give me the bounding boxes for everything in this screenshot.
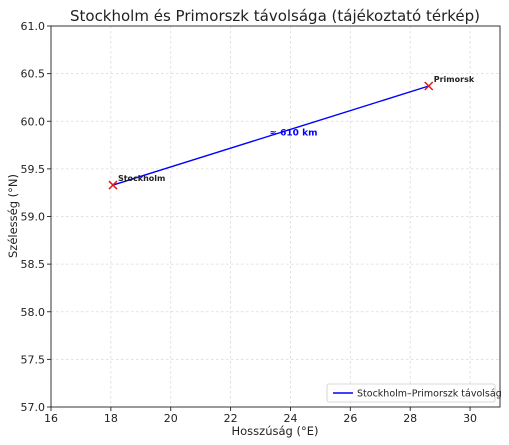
y-tick-label: 59.0	[21, 211, 46, 224]
series-layer	[112, 85, 429, 186]
y-tick-label: 60.0	[21, 115, 46, 128]
point-layer: Stockholm Primorsk ≈ 610 km	[108, 75, 475, 190]
point-label: Stockholm	[118, 174, 165, 183]
point-label: Primorsk	[434, 75, 475, 84]
axis-ticks: 16 18 20 22 24 26 28 30 57.0 57.5 58.0 58.5 59.0 59.5…	[21, 20, 478, 425]
legend: Stockholm–Primorszk távolság	[326, 383, 502, 403]
chart-title: Stockholm és Primorszk távolsága (tájéko…	[70, 7, 480, 25]
x-tick-label: 20	[164, 412, 178, 425]
point-marker	[108, 180, 118, 190]
series-line	[112, 85, 429, 186]
y-tick-label: 57.0	[21, 401, 46, 414]
y-tick-label: 60.5	[21, 68, 46, 81]
legend-box	[326, 383, 496, 403]
x-tick-label: 16	[44, 412, 58, 425]
x-axis-label: Hosszúság (°E)	[232, 424, 319, 438]
y-tick-label: 58.0	[21, 306, 46, 319]
x-tick-label: 18	[104, 412, 118, 425]
grid	[50, 25, 500, 408]
y-axis-label: Szélesség (°N)	[6, 174, 20, 258]
distance-annotation: ≈ 610 km	[269, 129, 317, 139]
y-tick-label: 59.5	[21, 163, 46, 176]
y-tick-label: 57.5	[21, 353, 46, 366]
legend-label: Stockholm–Primorszk távolság	[357, 389, 502, 400]
x-tick-label: 24	[283, 412, 297, 425]
x-tick-label: 28	[403, 412, 417, 425]
point-marker	[424, 81, 434, 91]
point-marker-stroke	[108, 180, 118, 190]
y-tick-label: 58.5	[21, 258, 46, 271]
y-tick-label: 61.0	[21, 20, 46, 33]
x-tick-label: 30	[463, 412, 477, 425]
x-tick-label: 26	[343, 412, 357, 425]
point-marker-stroke	[424, 81, 434, 91]
x-tick-label: 22	[224, 412, 238, 425]
